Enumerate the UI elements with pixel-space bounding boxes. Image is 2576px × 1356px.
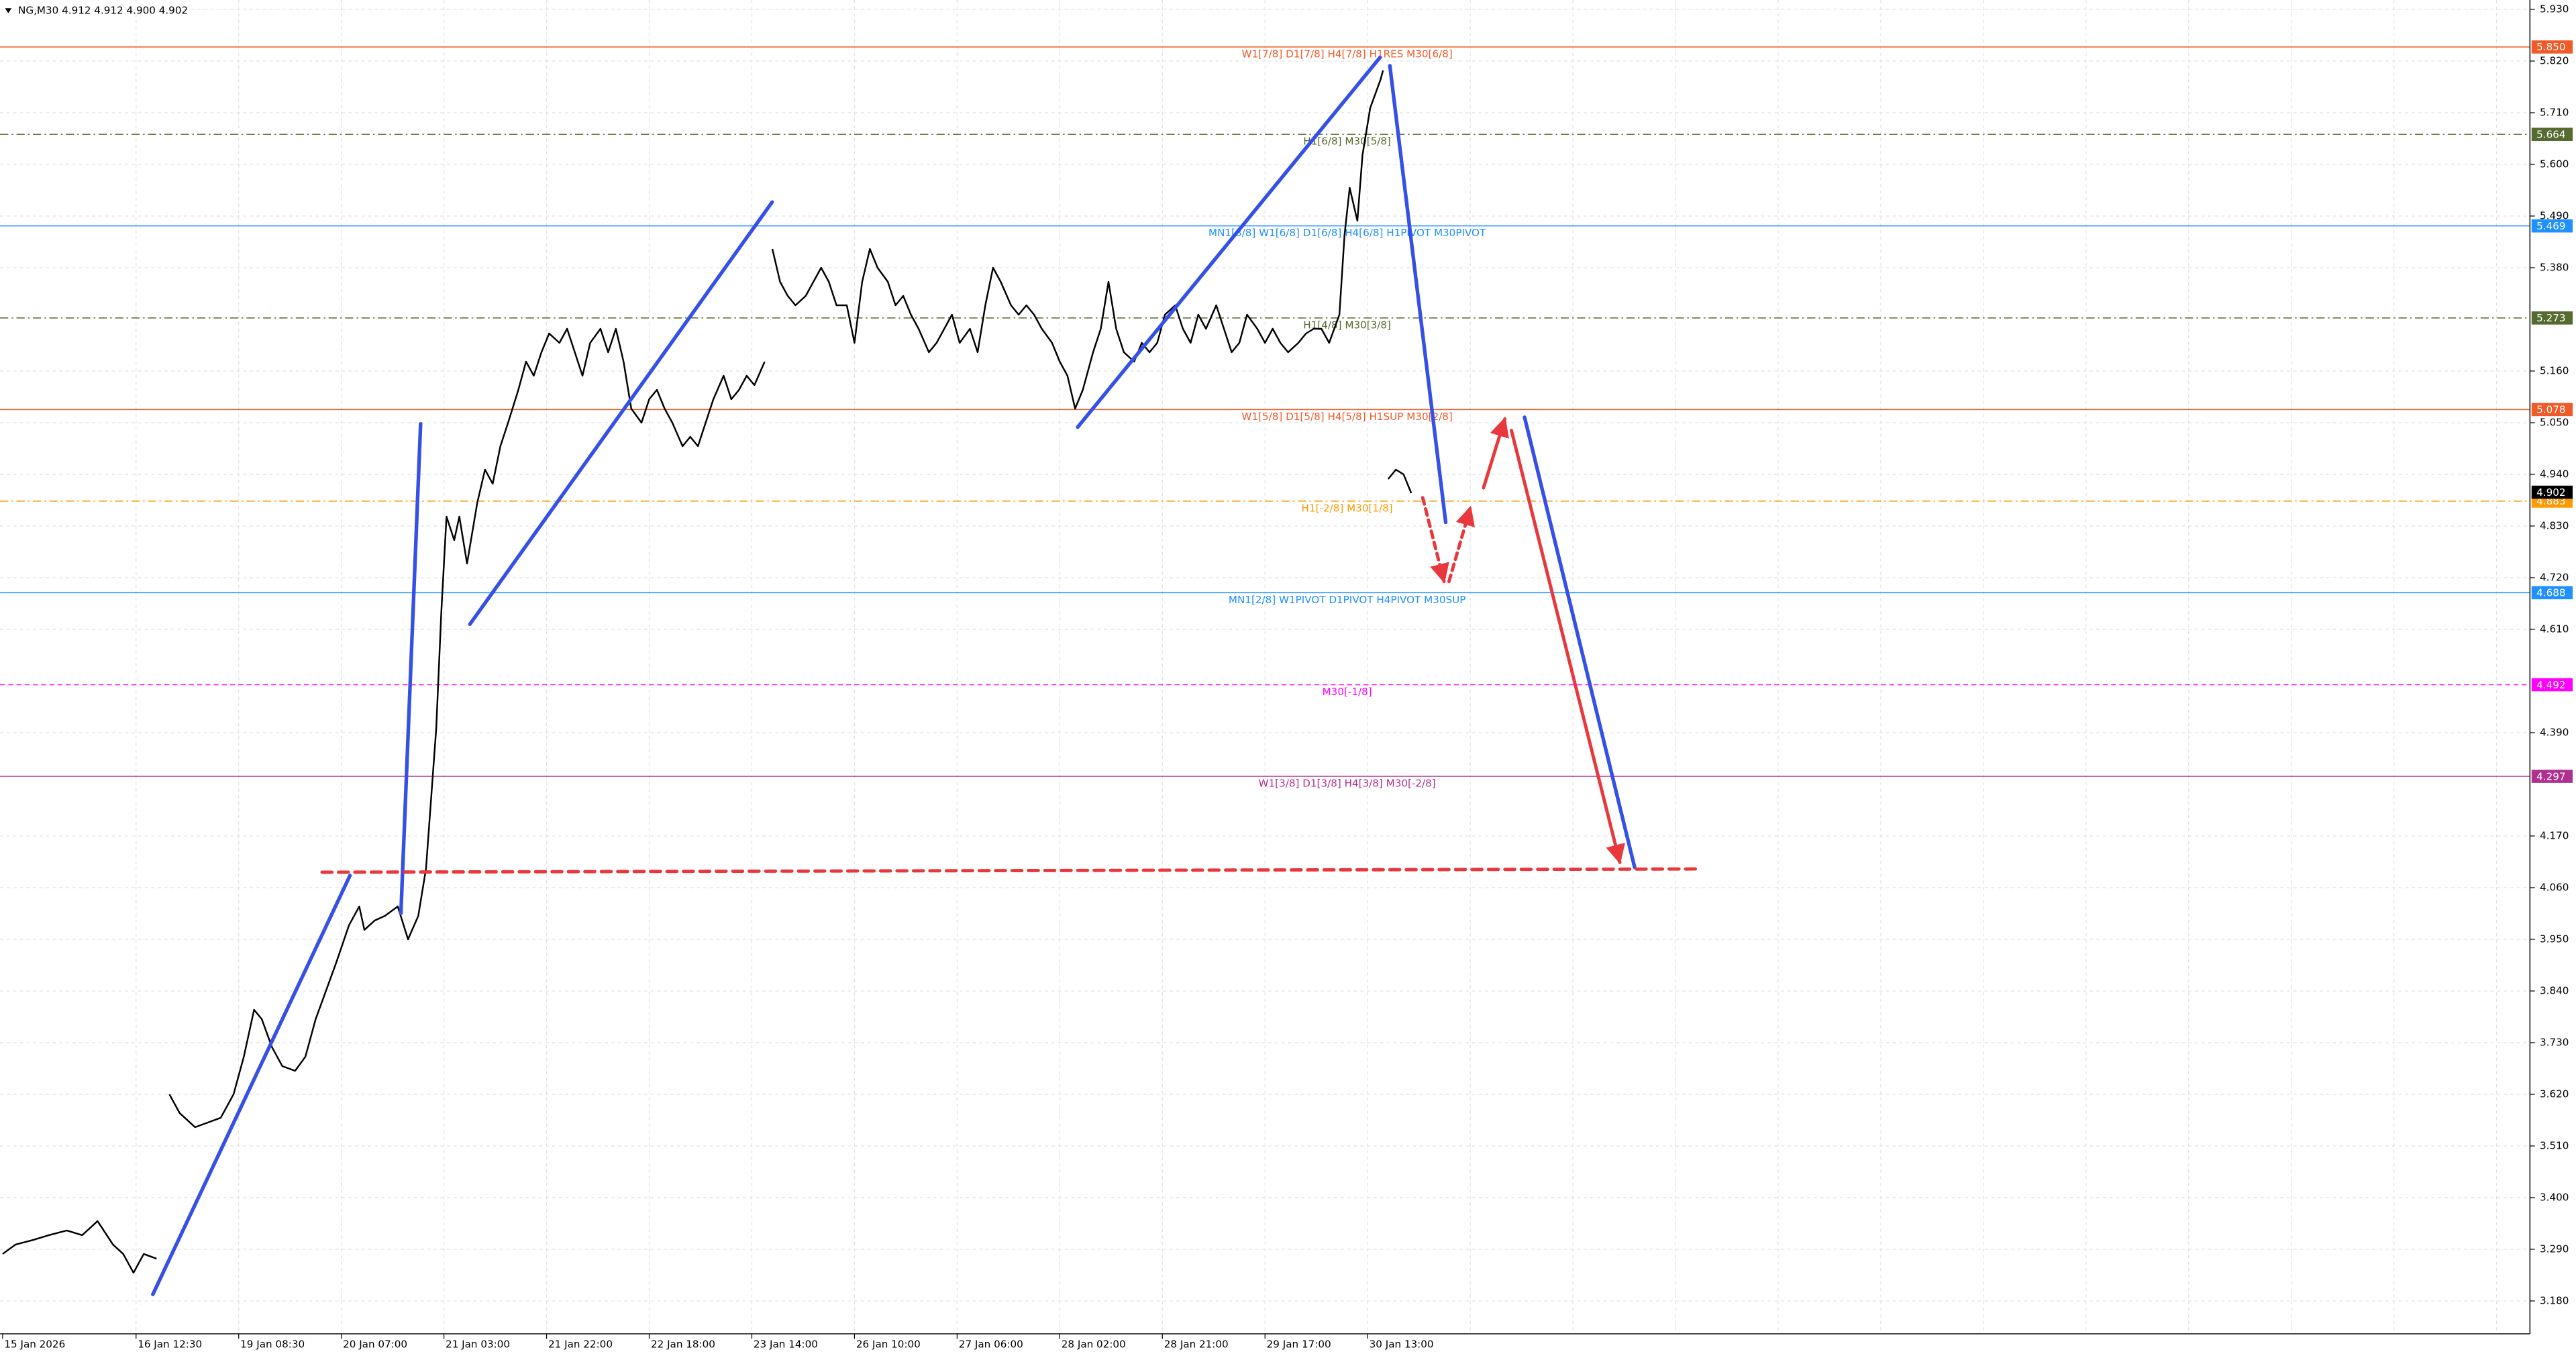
trend-line xyxy=(1523,415,1637,870)
price-box-label: 4.492 xyxy=(2536,679,2565,691)
trend-line xyxy=(399,421,423,915)
x-tick-label: 20 Jan 07:00 xyxy=(343,1338,407,1350)
x-tick-label: 16 Jan 12:30 xyxy=(138,1338,202,1350)
y-tick-label: 5.600 xyxy=(2540,158,2569,170)
time-axis xyxy=(0,1333,2576,1356)
grid xyxy=(0,0,2530,1334)
y-tick-label: 4.390 xyxy=(2540,726,2569,738)
trend-line xyxy=(1388,64,1448,525)
price-box-label: 5.078 xyxy=(2536,404,2565,416)
price-box-label: 5.273 xyxy=(2536,312,2565,324)
level-label: H1[4/8] M30[3/8] xyxy=(1303,319,1391,331)
x-tick-label: 21 Jan 22:00 xyxy=(548,1338,613,1350)
x-tick-label: 29 Jan 17:00 xyxy=(1267,1338,1331,1350)
header: NG,M30 4.912 4.912 4.900 4.902 xyxy=(18,4,188,16)
x-tick-label: 28 Jan 21:00 xyxy=(1164,1338,1229,1350)
price-axis xyxy=(2530,0,2576,1356)
arrow xyxy=(1510,428,1625,865)
y-tick-label: 5.050 xyxy=(2540,416,2569,428)
y-tick-label: 5.160 xyxy=(2540,364,2569,376)
x-tick-label: 22 Jan 18:00 xyxy=(651,1338,715,1350)
y-tick-label: 3.290 xyxy=(2540,1243,2569,1255)
target-line xyxy=(320,867,1698,874)
y-tick-label: 4.830 xyxy=(2540,519,2569,531)
price-box-label: 5.664 xyxy=(2536,128,2565,140)
x-tick-label: 28 Jan 02:00 xyxy=(1062,1338,1126,1350)
trend-line xyxy=(1076,55,1382,429)
y-tick-label: 4.720 xyxy=(2540,571,2569,583)
price-box-label: 5.850 xyxy=(2536,41,2565,53)
annotations xyxy=(151,55,1698,1296)
axes: 5.930 5.820 5.710 5.600 5.490 5.380 5.160 5.050… xyxy=(2,3,2573,1350)
level-label: MN1[3/8] W1[6/8] D1[6/8] H4[6/8] H1PIVOT… xyxy=(1208,227,1486,239)
price-box xyxy=(2531,311,2573,325)
y-tick-label: 4.060 xyxy=(2540,881,2569,893)
price-series xyxy=(2,70,1412,1274)
arrow xyxy=(1482,417,1509,490)
price-box xyxy=(2531,770,2573,783)
y-tick-label: 3.180 xyxy=(2540,1294,2569,1306)
y-tick-label: 3.730 xyxy=(2540,1036,2569,1048)
y-tick-label: 3.840 xyxy=(2540,984,2569,996)
trend-line xyxy=(151,874,352,1296)
trend-line xyxy=(468,200,774,627)
price-box xyxy=(2531,403,2573,417)
price-box xyxy=(2531,678,2573,692)
level-label: M30[-1/8] xyxy=(1323,686,1372,698)
y-tick-label: 5.490 xyxy=(2540,209,2569,221)
level-label: MN1[2/8] W1PIVOT D1PIVOT H4PIVOT M30SUP xyxy=(1229,594,1465,606)
level-label: H1[6/8] M30[5/8] xyxy=(1303,136,1391,148)
price-line xyxy=(2,70,1412,1274)
x-tick-label: 21 Jan 03:00 xyxy=(446,1338,510,1350)
y-tick-label: 4.170 xyxy=(2540,829,2569,841)
menu-icon[interactable] xyxy=(5,8,12,13)
y-tick-label: 5.380 xyxy=(2540,261,2569,273)
y-tick-label: 3.400 xyxy=(2540,1191,2569,1203)
price-box xyxy=(2531,586,2573,600)
x-tick-label: 15 Jan 2026 xyxy=(4,1338,65,1350)
arrow xyxy=(1447,505,1476,584)
price-box-label: 4.688 xyxy=(2536,587,2565,599)
x-tick-label: 30 Jan 13:00 xyxy=(1370,1338,1434,1350)
y-tick-label: 5.820 xyxy=(2540,54,2569,66)
x-tick-label: 27 Jan 06:00 xyxy=(959,1338,1023,1350)
level-label: W1[5/8] D1[5/8] H4[5/8] H1SUP M30[2/8] xyxy=(1241,411,1452,423)
y-tick-label: 3.950 xyxy=(2540,933,2569,945)
x-tick-label: 23 Jan 14:00 xyxy=(754,1338,818,1350)
last-price-box xyxy=(2531,485,2573,499)
y-tick-label: 5.930 xyxy=(2540,3,2569,15)
level-label: H1[-2/8] M30[1/8] xyxy=(1302,502,1393,514)
x-tick-label: 19 Jan 08:30 xyxy=(240,1338,305,1350)
level-label: W1[3/8] D1[3/8] H4[3/8] M30[-2/8] xyxy=(1259,778,1436,790)
price-box-label: 4.297 xyxy=(2536,770,2565,782)
y-tick-label: 5.710 xyxy=(2540,106,2569,118)
price-box xyxy=(2531,127,2573,141)
x-tick-label: 26 Jan 10:00 xyxy=(856,1338,921,1350)
arrow xyxy=(1421,496,1449,584)
last-price-label: 4.902 xyxy=(2536,486,2565,499)
price-box xyxy=(2531,40,2573,54)
levels: W1[7/8] D1[7/8] H4[7/8] H1RES M30[6/8] H1… xyxy=(0,46,2530,790)
y-tick-label: 3.620 xyxy=(2540,1088,2569,1100)
y-tick-label: 4.610 xyxy=(2540,623,2569,635)
y-tick-label: 3.510 xyxy=(2540,1139,2569,1151)
level-label: W1[7/8] D1[7/8] H4[7/8] H1RES M30[6/8] xyxy=(1242,48,1453,60)
price-box xyxy=(2531,219,2573,233)
price-box-label: 5.469 xyxy=(2536,220,2565,232)
y-tick-label: 4.940 xyxy=(2540,468,2569,480)
